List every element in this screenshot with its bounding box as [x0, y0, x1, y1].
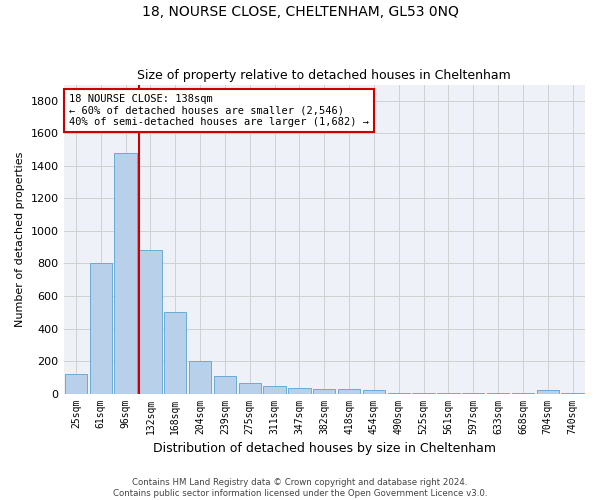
Bar — [536, 390, 559, 394]
Bar — [363, 390, 385, 394]
Bar — [89, 264, 112, 394]
Bar — [65, 374, 87, 394]
Bar — [214, 376, 236, 394]
Bar — [164, 312, 187, 394]
Bar — [139, 250, 161, 394]
Bar — [239, 383, 261, 394]
Bar — [115, 153, 137, 394]
Bar — [338, 390, 360, 394]
Bar — [313, 388, 335, 394]
Bar — [288, 388, 311, 394]
Text: 18 NOURSE CLOSE: 138sqm
← 60% of detached houses are smaller (2,546)
40% of semi: 18 NOURSE CLOSE: 138sqm ← 60% of detache… — [69, 94, 369, 127]
Title: Size of property relative to detached houses in Cheltenham: Size of property relative to detached ho… — [137, 69, 511, 82]
Text: 18, NOURSE CLOSE, CHELTENHAM, GL53 0NQ: 18, NOURSE CLOSE, CHELTENHAM, GL53 0NQ — [142, 5, 458, 19]
Y-axis label: Number of detached properties: Number of detached properties — [15, 152, 25, 326]
Bar — [189, 361, 211, 394]
X-axis label: Distribution of detached houses by size in Cheltenham: Distribution of detached houses by size … — [153, 442, 496, 455]
Text: Contains HM Land Registry data © Crown copyright and database right 2024.
Contai: Contains HM Land Registry data © Crown c… — [113, 478, 487, 498]
Bar — [263, 386, 286, 394]
